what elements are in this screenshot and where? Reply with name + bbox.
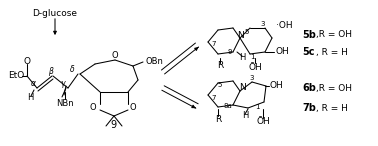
Text: 6b: 6b: [302, 83, 316, 93]
Text: 1: 1: [250, 54, 254, 60]
Text: 9: 9: [228, 49, 232, 55]
Text: ·OH: ·OH: [276, 21, 293, 31]
Text: 7: 7: [212, 41, 216, 47]
Text: 5: 5: [218, 82, 222, 88]
Text: ŌH: ŌH: [248, 62, 262, 72]
Text: ,R = OH: ,R = OH: [316, 31, 352, 40]
Text: ,R = OH: ,R = OH: [316, 84, 352, 93]
Text: 1: 1: [255, 104, 259, 110]
Text: N: N: [239, 84, 245, 93]
Text: H: H: [242, 112, 248, 120]
Text: O: O: [23, 57, 31, 66]
Text: δ: δ: [70, 66, 74, 74]
Text: OBn: OBn: [145, 57, 163, 66]
Text: 7: 7: [212, 95, 216, 101]
Text: OH: OH: [270, 81, 284, 91]
Text: O: O: [112, 52, 118, 60]
Text: 3: 3: [250, 75, 254, 81]
Text: H: H: [27, 93, 33, 101]
Text: R: R: [217, 61, 223, 71]
Text: 8a: 8a: [224, 103, 232, 109]
Text: , R = H: , R = H: [316, 104, 348, 113]
Text: NBn: NBn: [56, 99, 74, 107]
Text: OH: OH: [275, 47, 289, 57]
Text: H: H: [239, 53, 245, 61]
Text: N: N: [238, 31, 244, 40]
Text: γ: γ: [61, 80, 65, 88]
Text: R: R: [215, 115, 221, 125]
Text: O: O: [89, 102, 96, 112]
Text: β: β: [48, 66, 53, 75]
Text: 5: 5: [245, 29, 249, 35]
Text: 5b: 5b: [302, 30, 316, 40]
Text: D-glucose: D-glucose: [33, 9, 77, 18]
Text: α: α: [31, 79, 36, 87]
Text: 7b: 7b: [302, 103, 316, 113]
Text: ŌH: ŌH: [256, 118, 270, 126]
Text: 3: 3: [261, 21, 265, 27]
Text: 9: 9: [110, 120, 116, 130]
Text: , R = H: , R = H: [316, 47, 348, 57]
Text: 5c: 5c: [302, 47, 314, 57]
Text: O: O: [130, 102, 136, 112]
Text: EtO: EtO: [8, 72, 24, 80]
